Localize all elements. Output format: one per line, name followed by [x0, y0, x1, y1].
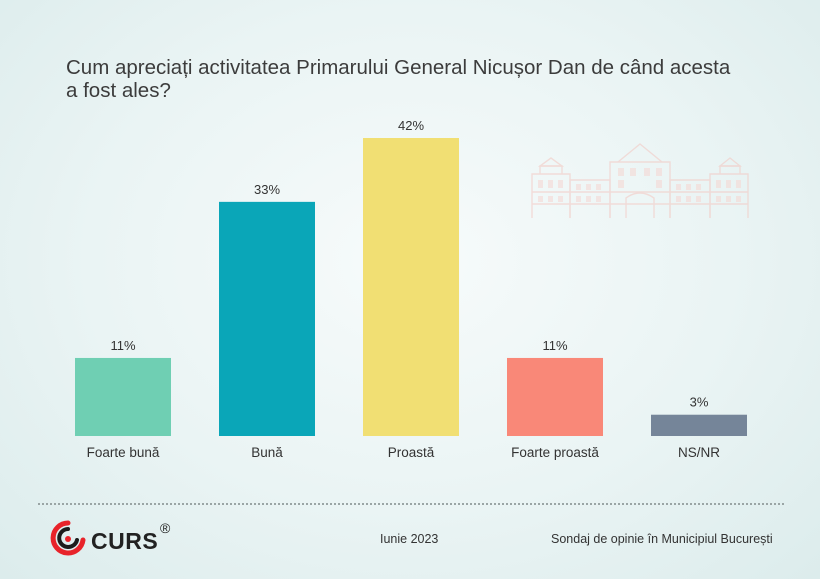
bar-chart: 11% Foarte bună 33% Bună 42% Proastă 11% Foarte… [75, 118, 747, 460]
registered-mark: ® [160, 520, 171, 536]
survey-date: Iunie 2023 [380, 532, 439, 546]
category-label-4: NS/NR [678, 445, 720, 460]
curs-logo-icon [50, 520, 86, 556]
value-label-3: 11% [542, 338, 567, 353]
bar-4 [651, 414, 747, 436]
footer-divider [38, 503, 784, 505]
bar-0 [75, 357, 171, 436]
bar-3 [507, 357, 603, 436]
category-label-1: Bună [251, 445, 283, 460]
category-label-0: Foarte bună [87, 445, 160, 460]
survey-source: Sondaj de opinie în Municipiul București [551, 532, 773, 546]
category-label-2: Proastă [388, 445, 435, 460]
brand-name: CURS [91, 528, 159, 554]
chart-title: Cum apreciați activitatea Primarului Gen… [66, 56, 731, 102]
value-label-1: 33% [254, 182, 280, 197]
value-label-0: 11% [110, 338, 135, 353]
bar-2 [363, 138, 459, 436]
category-label-3: Foarte proastă [511, 445, 599, 460]
value-label-4: 3% [690, 395, 709, 410]
value-label-2: 42% [398, 118, 424, 133]
bar-1 [219, 201, 315, 436]
city-hall-illustration [531, 143, 749, 218]
